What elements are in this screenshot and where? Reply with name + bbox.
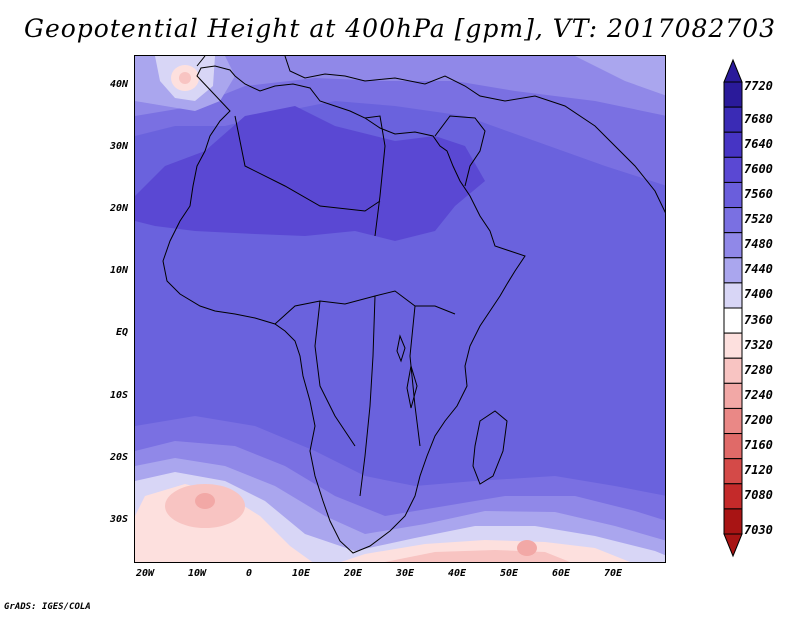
colorbar-level-label: 7280 (744, 362, 773, 377)
colorbar-swatch (723, 407, 743, 435)
map-plot-area (134, 55, 666, 563)
colorbar-bottom-arrow (723, 533, 743, 558)
colorbar-level-label: 7520 (744, 212, 773, 227)
colorbar-swatch (723, 181, 743, 209)
colorbar-swatch (723, 433, 743, 460)
colorbar-level-label: 7320 (744, 337, 773, 352)
colorbar-swatch (723, 156, 743, 183)
eurasia-coast (196, 56, 665, 213)
colorbar-swatch (723, 382, 743, 409)
colorbar-level-label: 7560 (744, 187, 773, 201)
lat-label-40n: 40N (109, 79, 128, 90)
field-low-s-core (517, 540, 537, 556)
colorbar-swatch (723, 131, 743, 158)
lat-label-10s: 10S (109, 390, 128, 401)
lon-label-40e: 40E (447, 568, 467, 579)
lat-label-30s: 30S (109, 514, 128, 525)
lat-label-20s: 20S (109, 452, 128, 463)
lon-label-0: 0 (245, 568, 253, 579)
madagascar-coast (472, 410, 508, 485)
field-7440-ne (575, 56, 665, 96)
field-low-sw-core (195, 493, 215, 509)
colorbar-level-label: 7400 (744, 287, 773, 302)
grads-credit: GrADS: IGES/COLA (4, 602, 91, 612)
lat-label-10n: 10N (109, 265, 128, 276)
colorbar (723, 58, 743, 558)
colorbar-level-label: 7680 (744, 111, 773, 126)
lon-label-20w: 20W (135, 568, 155, 579)
lon-label-50e: 50E (499, 568, 519, 579)
colorbar-swatch (723, 282, 743, 309)
colorbar-top-arrow (723, 58, 743, 83)
colorbar-level-label: 7360 (744, 312, 773, 327)
colorbar-swatch (723, 106, 743, 133)
colorbar-level-label: 7160 (744, 438, 773, 453)
great-lakes (396, 334, 418, 409)
field-low-nw-core (179, 72, 191, 84)
colorbar-level-label: 7600 (744, 161, 773, 176)
lon-label-60e: 60E (551, 568, 571, 579)
colorbar-level-label: 7200 (744, 413, 773, 427)
lon-label-10w: 10W (187, 568, 207, 579)
colorbar-swatch (723, 508, 743, 535)
colorbar-level-label: 7440 (744, 262, 773, 277)
colorbar-swatch (723, 332, 743, 359)
lat-label-eq: EQ (115, 327, 128, 338)
africa-coast (162, 65, 526, 554)
colorbar-level-label: 7240 (744, 387, 773, 402)
colorbar-swatch (723, 257, 743, 284)
lon-label-70e: 70E (603, 568, 623, 579)
country-borders (234, 115, 456, 497)
chart-title: Geopotential Height at 400hPa [gpm], VT:… (23, 14, 777, 43)
colorbar-level-label: 7030 (744, 523, 773, 538)
lon-label-30e: 30E (395, 568, 415, 579)
colorbar-swatch (723, 81, 743, 108)
height-field-map (135, 56, 665, 562)
lat-label-30n: 30N (109, 141, 128, 152)
colorbar-level-label: 7120 (744, 463, 773, 478)
colorbar-swatch (723, 307, 743, 334)
colorbar-swatch (723, 232, 743, 259)
colorbar-swatch (723, 207, 743, 234)
colorbar-swatch (723, 483, 743, 510)
field-7600-sahara (135, 106, 485, 241)
field-7480-north (135, 56, 665, 116)
lon-label-10e: 10E (291, 568, 311, 579)
colorbar-level-label: 7080 (744, 488, 773, 503)
coastlines (162, 56, 665, 554)
colorbar-level-label: 7640 (744, 136, 773, 151)
colorbar-level-label: 7480 (744, 237, 773, 252)
arabia-coast (434, 115, 486, 187)
colorbar-swatch (723, 357, 743, 384)
lon-label-20e: 20E (343, 568, 363, 579)
colorbar-swatch (723, 458, 743, 485)
lat-label-20n: 20N (109, 203, 128, 214)
colorbar-level-label: 7720 (744, 78, 773, 93)
